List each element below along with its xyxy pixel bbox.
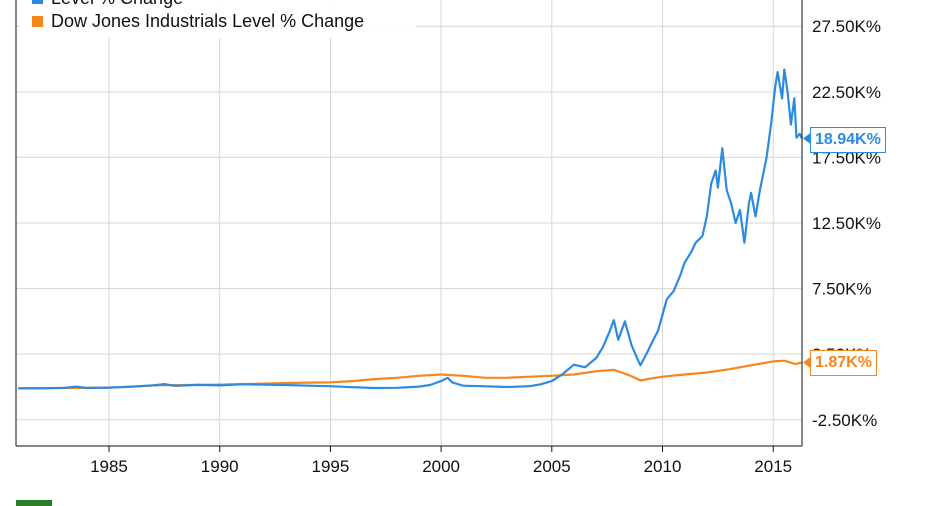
x-tick-label: 2015 xyxy=(754,457,792,476)
series-line-blue xyxy=(18,68,803,390)
x-tick-label: 2005 xyxy=(533,457,571,476)
end-value-label-orange: 1.87K% xyxy=(810,350,877,377)
end-label-pointer xyxy=(803,356,811,369)
y-tick-label: 27.50K% xyxy=(812,17,881,36)
brand-logo-icon xyxy=(16,500,52,506)
legend-label-blue: Level % Change xyxy=(51,0,183,9)
legend-label-orange: Dow Jones Industrials Level % Change xyxy=(51,10,365,31)
axes xyxy=(15,0,811,452)
y-tick-label: -2.50K% xyxy=(812,411,877,430)
x-tick-label: 1990 xyxy=(201,457,239,476)
x-tick-label: 1995 xyxy=(311,457,349,476)
y-tick-label: 7.50K% xyxy=(812,280,872,299)
x-tick-label: 2010 xyxy=(644,457,682,476)
end-value-label-blue: 18.94K% xyxy=(810,126,886,153)
legend-item-blue: Level % Change xyxy=(32,0,183,9)
legend-swatch-orange xyxy=(32,15,43,27)
end-label-pointer xyxy=(803,132,811,145)
series-line-orange xyxy=(18,359,803,390)
legend: Level % Change Dow Jones Industrials Lev… xyxy=(20,0,416,38)
x-tick-label: 1985 xyxy=(90,457,128,476)
y-tick-label: 17.50K% xyxy=(812,148,881,167)
grid xyxy=(16,0,802,446)
y-tick-label: 12.50K% xyxy=(812,214,881,233)
series-lines xyxy=(18,68,803,390)
tick-labels: 27.50K%22.50K%17.50K%12.50K%7.50K%2.50K%… xyxy=(90,17,881,476)
legend-item-orange: Dow Jones Industrials Level % Change xyxy=(32,10,364,32)
y-tick-label: 22.50K% xyxy=(812,83,881,102)
legend-swatch-blue xyxy=(32,0,43,4)
x-tick-label: 2000 xyxy=(422,457,460,476)
